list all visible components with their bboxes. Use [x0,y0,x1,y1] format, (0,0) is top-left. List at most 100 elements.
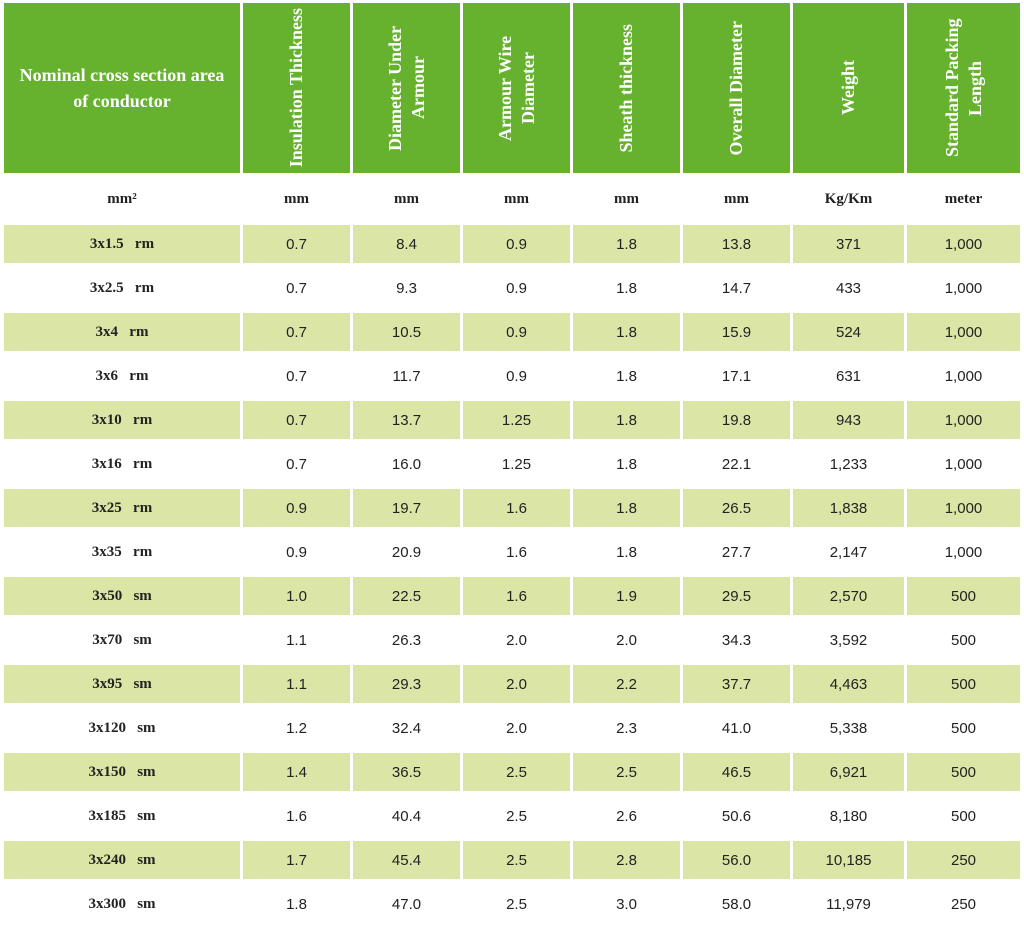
header-label: Armour Wire Diameter [494,35,538,141]
value-cell: 36.5 [353,750,460,794]
value-cell: 2.2 [573,662,680,706]
table-row: 3x16 rm 0.7 16.0 1.25 1.8 22.1 1,233 1,000 [4,442,1020,486]
table-row: 3x10 rm 0.7 13.7 1.25 1.8 19.8 943 1,000 [4,398,1020,442]
header-cell-insulation-thickness: Insulation Thickness [243,0,350,176]
conductor-size-cell: 3x185 sm [4,794,240,838]
value-cell: 2.5 [463,882,570,926]
value-cell: 4,463 [793,662,904,706]
conductor-size-cell: 3x70 sm [4,618,240,662]
value-cell: 1.8 [573,530,680,574]
value-cell: 1.25 [463,398,570,442]
value-cell: 371 [793,222,904,266]
value-cell: 500 [907,750,1020,794]
unit-cell: mm [724,190,749,207]
unit-cell: Kg/Km [824,190,873,207]
unit-cell: mm [504,190,529,207]
value-cell: 2.5 [463,750,570,794]
value-cell: 0.9 [243,530,350,574]
value-cell: 500 [907,618,1020,662]
value-cell: 433 [793,266,904,310]
table-row: 3x300 sm 1.8 47.0 2.5 3.0 58.0 11,979 250 [4,882,1020,926]
value-cell: 0.7 [243,354,350,398]
conductor-size-cell: 3x150 sm [4,750,240,794]
value-cell: 11,979 [793,882,904,926]
header-cell-weight: Weight [793,0,904,176]
value-cell: 26.5 [683,486,790,530]
unit-cell: mm [614,190,639,207]
value-cell: 2.5 [463,794,570,838]
value-cell: 1.6 [463,574,570,618]
value-cell: 41.0 [683,706,790,750]
conductor-size-cell: 3x120 sm [4,706,240,750]
value-cell: 1,000 [907,442,1020,486]
value-cell: 58.0 [683,882,790,926]
unit-cell: mm² [107,190,137,207]
unit-cell: mm [394,190,419,207]
value-cell: 1.0 [243,574,350,618]
header-label: Insulation Thickness [286,8,306,168]
cable-spec-sheet: Nominal cross section area of conductor … [4,0,1020,926]
value-cell: 1,838 [793,486,904,530]
conductor-size-cell: 3x2.5 rm [4,266,240,310]
value-cell: 2.0 [463,662,570,706]
value-cell: 2.5 [573,750,680,794]
conductor-size-cell: 3x50 sm [4,574,240,618]
value-cell: 500 [907,706,1020,750]
value-cell: 2.6 [573,794,680,838]
value-cell: 250 [907,882,1020,926]
table-body: 3x1.5 rm 0.7 8.4 0.9 1.8 13.8 371 1,000 3x2.5 rm… [4,222,1020,926]
value-cell: 0.9 [463,354,570,398]
table-row: 3x185 sm 1.6 40.4 2.5 2.6 50.6 8,180 500 [4,794,1020,838]
value-cell: 10,185 [793,838,904,882]
unit-cell: mm [284,190,309,207]
table-row: 3x95 sm 1.1 29.3 2.0 2.2 37.7 4,463 500 [4,662,1020,706]
value-cell: 2.8 [573,838,680,882]
value-cell: 1.7 [243,838,350,882]
value-cell: 1,000 [907,266,1020,310]
value-cell: 500 [907,662,1020,706]
value-cell: 0.9 [463,310,570,354]
value-cell: 45.4 [353,838,460,882]
value-cell: 16.0 [353,442,460,486]
value-cell: 1,000 [907,310,1020,354]
value-cell: 46.5 [683,750,790,794]
value-cell: 1.8 [573,266,680,310]
value-cell: 250 [907,838,1020,882]
conductor-size-cell: 3x240 sm [4,838,240,882]
value-cell: 2.0 [463,706,570,750]
value-cell: 1.8 [573,310,680,354]
value-cell: 22.1 [683,442,790,486]
header-cell-packing-length: Standard Packing Length [907,0,1020,176]
header-cell-armour-wire-diameter: Armour Wire Diameter [463,0,570,176]
value-cell: 13.8 [683,222,790,266]
value-cell: 32.4 [353,706,460,750]
value-cell: 1.8 [573,354,680,398]
header-cell-diameter-under-armour: Diameter Under Armour [353,0,460,176]
value-cell: 14.7 [683,266,790,310]
value-cell: 631 [793,354,904,398]
value-cell: 1.6 [463,530,570,574]
value-cell: 19.7 [353,486,460,530]
value-cell: 11.7 [353,354,460,398]
value-cell: 1.6 [463,486,570,530]
value-cell: 37.7 [683,662,790,706]
conductor-size-cell: 3x6 rm [4,354,240,398]
conductor-size-cell: 3x1.5 rm [4,222,240,266]
header-label: Overall Diameter [726,20,746,156]
value-cell: 29.3 [353,662,460,706]
table-row: 3x1.5 rm 0.7 8.4 0.9 1.8 13.8 371 1,000 [4,222,1020,266]
value-cell: 1.1 [243,618,350,662]
header-label: Nominal cross section area of conductor [19,65,225,111]
conductor-size-cell: 3x35 rm [4,530,240,574]
value-cell: 2,570 [793,574,904,618]
value-cell: 1,000 [907,354,1020,398]
value-cell: 2.3 [573,706,680,750]
value-cell: 3.0 [573,882,680,926]
value-cell: 22.5 [353,574,460,618]
value-cell: 500 [907,574,1020,618]
value-cell: 0.9 [463,266,570,310]
header-label: Diameter Under Armour [384,25,428,151]
value-cell: 1.6 [243,794,350,838]
value-cell: 56.0 [683,838,790,882]
value-cell: 50.6 [683,794,790,838]
